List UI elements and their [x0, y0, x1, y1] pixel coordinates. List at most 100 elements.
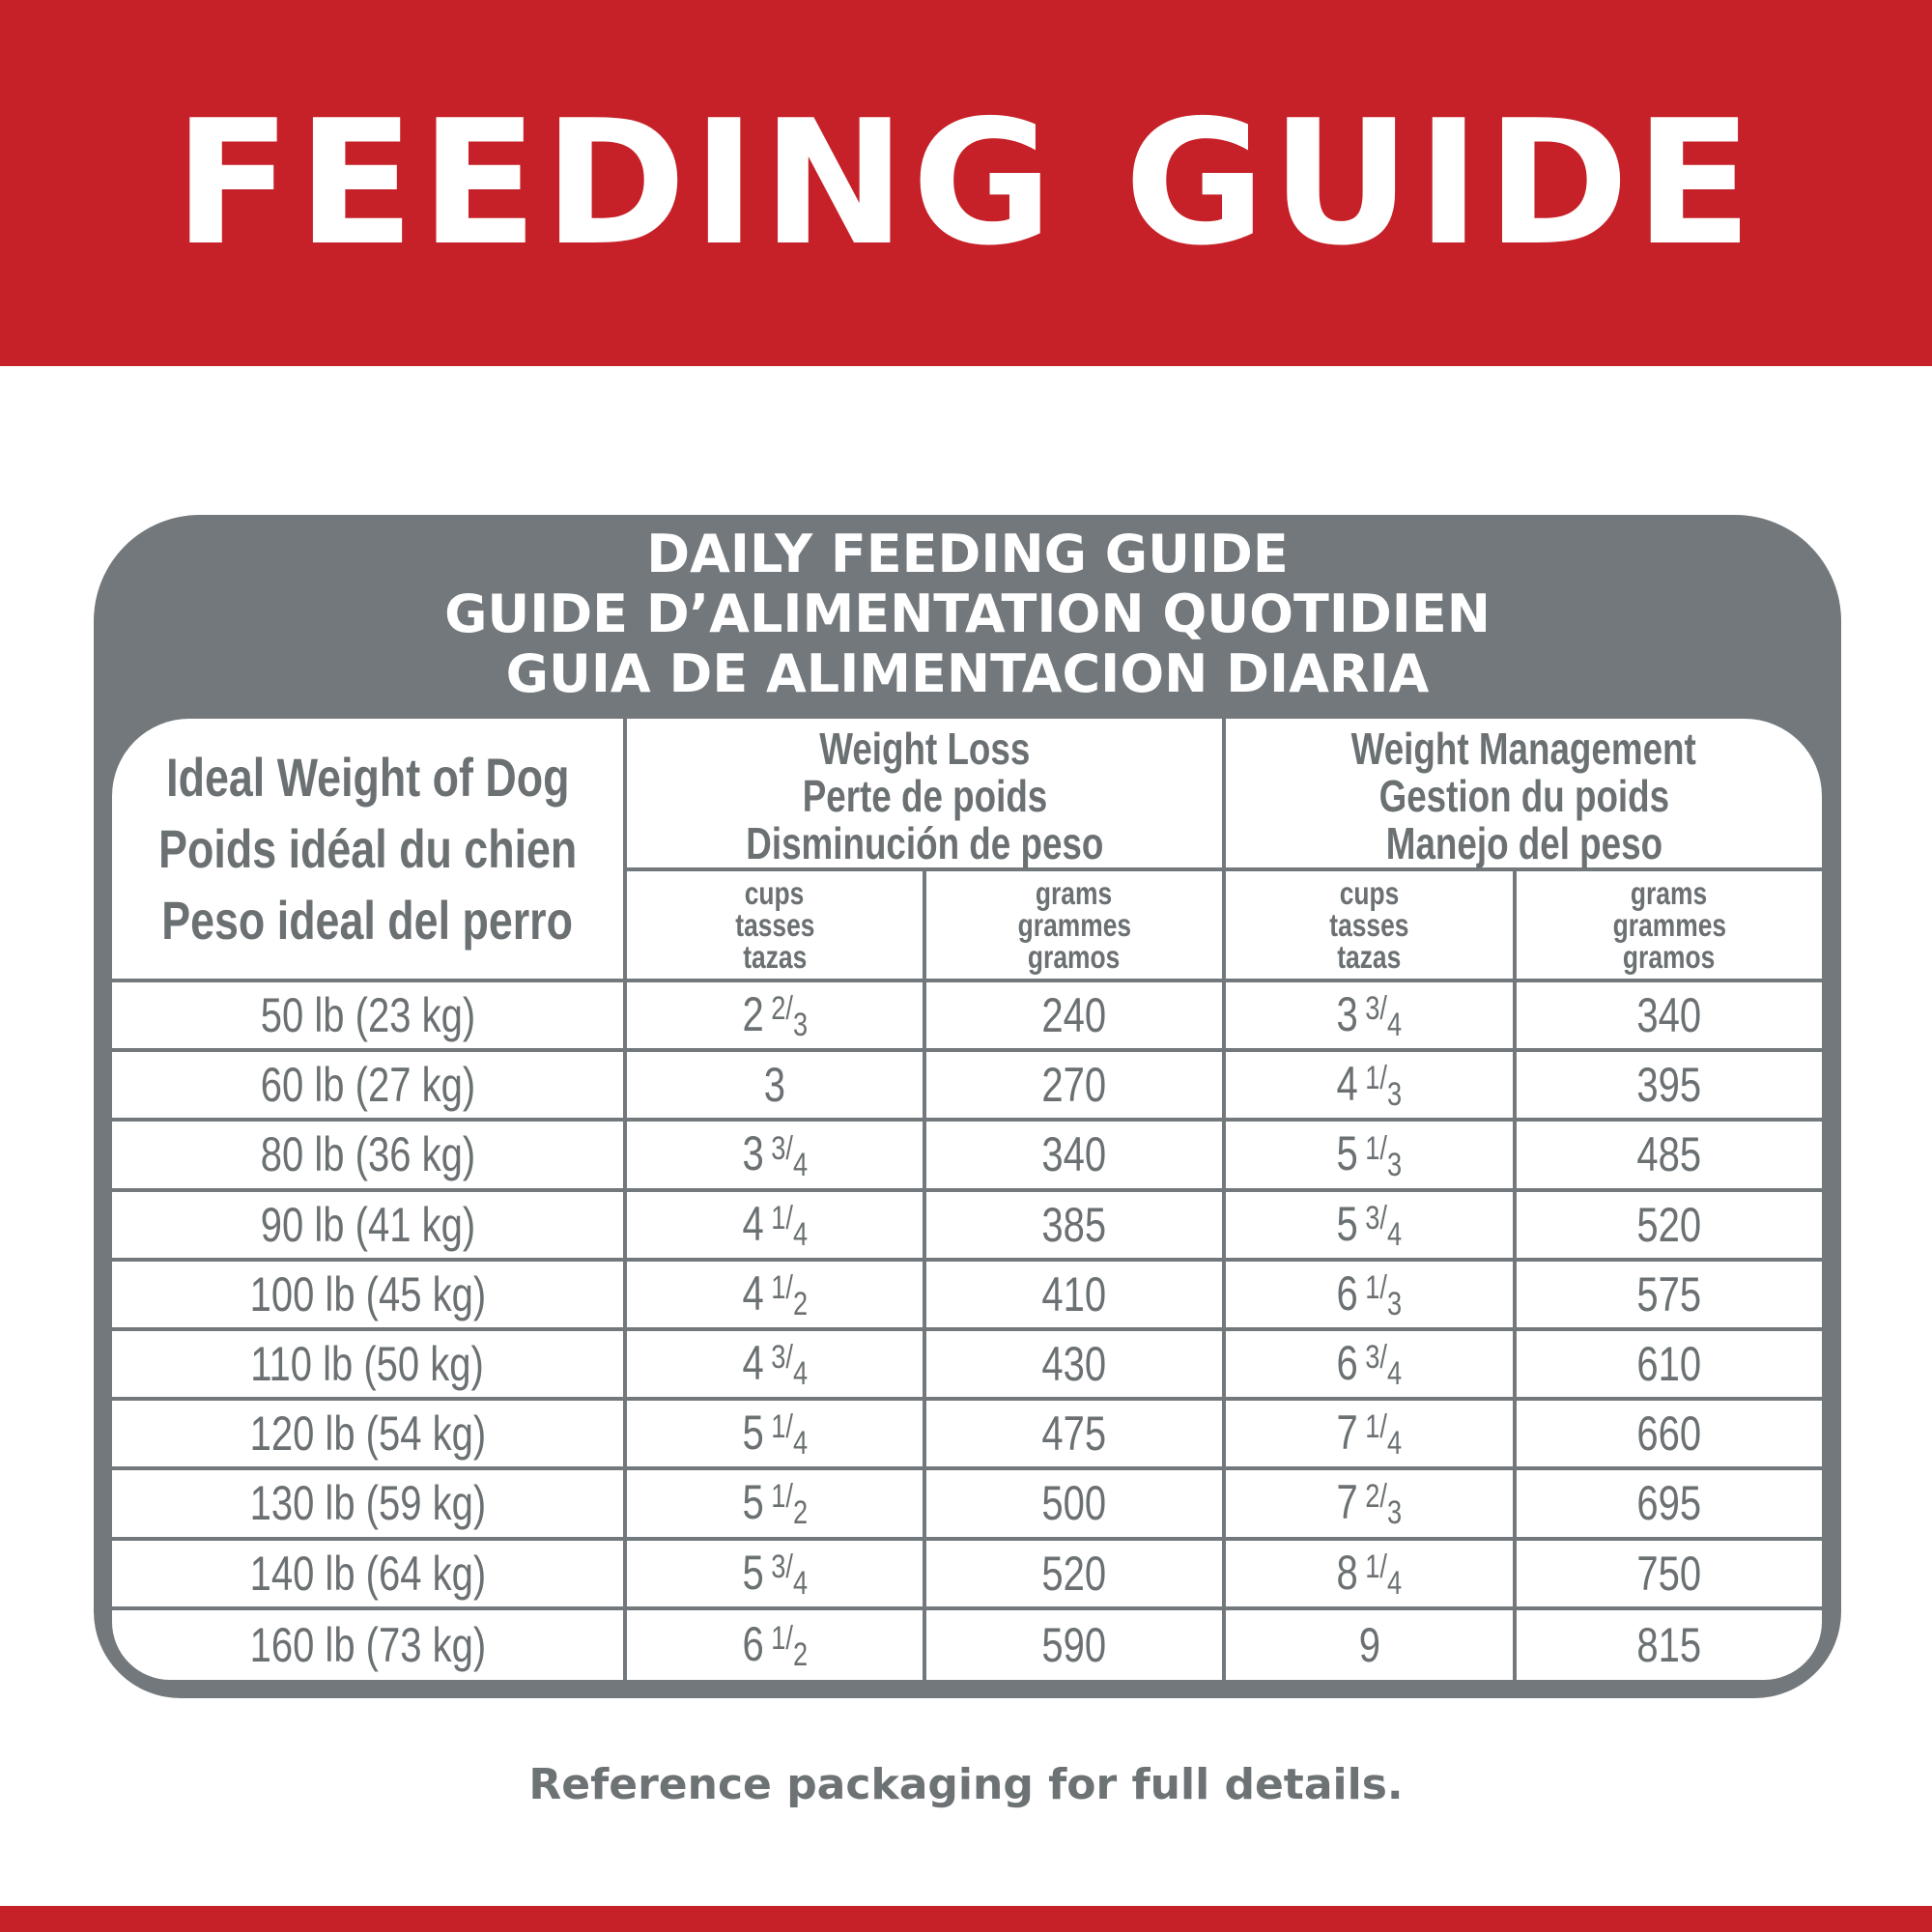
numerator: 1 — [1365, 1408, 1380, 1446]
fraction: 2/3 — [763, 990, 808, 1043]
fraction: 1/4 — [763, 1408, 808, 1462]
mgmt-cups-cell: 5 1/3 — [1226, 1122, 1517, 1192]
loss-grams-cell: 500 — [926, 1470, 1226, 1541]
fraction-slash: / — [1379, 990, 1388, 1028]
numerator: 3 — [770, 1129, 786, 1167]
weight-cell: 130 lb (59 kg) — [112, 1470, 627, 1541]
loss-cups-cell: 3 3/4 — [627, 1122, 926, 1192]
loss-cups-cell: 5 1/4 — [627, 1401, 926, 1471]
cell-value: 500 — [1041, 1476, 1107, 1531]
cups-value: 2 2/3 — [742, 986, 808, 1044]
cell-value: 340 — [1636, 988, 1702, 1043]
fraction: 3/4 — [763, 1548, 808, 1602]
mgmt-cups-unit-header: cups tasses tazas — [1226, 871, 1517, 982]
denominator: 3 — [1387, 1076, 1403, 1114]
whole-number: 4 — [742, 1335, 764, 1390]
denominator: 4 — [792, 1564, 808, 1602]
cups-value: 5 3/4 — [1337, 1196, 1403, 1254]
header-line: Weight Loss — [818, 723, 1031, 774]
fraction: 1/2 — [763, 1268, 808, 1322]
whole-number: 5 — [1336, 1196, 1358, 1251]
loss-cups-cell: 4 1/2 — [627, 1261, 926, 1331]
mgmt-grams-unit-header: grams grammes gramos — [1517, 871, 1822, 982]
loss-grams-unit-header: grams grammes gramos — [926, 871, 1226, 982]
fraction-slash: / — [1379, 1478, 1388, 1516]
mgmt-grams-cell: 750 — [1517, 1541, 1822, 1610]
cups-value: 5 1/2 — [742, 1474, 808, 1532]
whole-number: 7 — [1336, 1475, 1358, 1530]
cell-value: 385 — [1041, 1197, 1107, 1252]
numerator: 3 — [770, 1339, 786, 1377]
cell-value: 410 — [1041, 1266, 1107, 1321]
denominator: 4 — [1387, 1425, 1403, 1463]
cell-value: 750 — [1636, 1546, 1702, 1601]
cups-value: 3 3/4 — [1337, 986, 1403, 1044]
weight-loss-header: Weight Loss Perte de poids Disminución d… — [627, 719, 1226, 871]
whole-number: 5 — [1336, 1126, 1358, 1181]
fraction: 1/2 — [763, 1478, 808, 1531]
denominator: 3 — [792, 1007, 808, 1044]
header-line: Manejo del peso — [1385, 817, 1662, 868]
cell-value: 695 — [1636, 1476, 1702, 1531]
unit-label: gramos — [1028, 939, 1121, 975]
cell-value: 100 lb (45 kg) — [249, 1266, 486, 1321]
cell-value: 130 lb (59 kg) — [249, 1476, 486, 1531]
mgmt-cups-cell: 6 3/4 — [1226, 1330, 1517, 1402]
fraction-slash: / — [785, 1199, 793, 1236]
whole-number: 5 — [742, 1545, 764, 1600]
cell-value: 340 — [1041, 1127, 1107, 1182]
fraction: 1/3 — [1358, 1129, 1402, 1183]
panel-title-fr: GUIDE D’ALIMENTATION QUOTIDIEN — [444, 583, 1491, 644]
cell-value: 590 — [1041, 1617, 1107, 1672]
loss-cups-cell: 3 — [627, 1052, 926, 1122]
header-line: Perte de poids — [802, 770, 1047, 821]
unit-label: cups — [1339, 875, 1400, 911]
fraction-slash: / — [785, 1268, 793, 1306]
unit-label: cups — [745, 875, 805, 911]
bottom-red-strip — [0, 1906, 1932, 1932]
fraction-slash: / — [1379, 1339, 1388, 1377]
denominator: 4 — [792, 1355, 808, 1393]
feeding-table: Ideal Weight of Dog Poids idéal du chien… — [112, 719, 1822, 1680]
whole-number: 5 — [742, 1406, 764, 1461]
mgmt-cups-cell: 7 2/3 — [1226, 1470, 1517, 1541]
unit-label: grammes — [1612, 907, 1726, 943]
header-line: Poids idéal du chien — [157, 817, 578, 879]
loss-cups-cell: 5 1/2 — [627, 1470, 926, 1541]
feeding-guide-panel: DAILY FEEDING GUIDE GUIDE D’ALIMENTATION… — [94, 515, 1841, 1698]
header-line: Weight Management — [1350, 723, 1697, 774]
fraction-slash: / — [785, 1548, 793, 1585]
numerator: 3 — [1365, 990, 1380, 1028]
weight-cell: 140 lb (64 kg) — [112, 1540, 627, 1610]
cell-value: 90 lb (41 kg) — [260, 1197, 475, 1252]
fraction: 1/3 — [1358, 1268, 1402, 1322]
mgmt-grams-cell: 575 — [1517, 1262, 1822, 1331]
weight-management-header: Weight Management Gestion du poids Manej… — [1226, 719, 1822, 871]
loss-grams-cell: 520 — [926, 1540, 1226, 1610]
mgmt-cups-cell: 5 3/4 — [1226, 1191, 1517, 1262]
numerator: 1 — [1365, 1548, 1380, 1585]
mgmt-grams-cell: 660 — [1517, 1401, 1822, 1471]
fraction-slash: / — [1379, 1199, 1388, 1236]
cups-value: 6 1/2 — [742, 1616, 808, 1674]
fraction: 3/4 — [1358, 1199, 1402, 1253]
loss-cups-cell: 5 3/4 — [627, 1540, 926, 1610]
weight-cell: 90 lb (41 kg) — [112, 1191, 627, 1262]
whole-number: 7 — [1336, 1406, 1358, 1461]
denominator: 4 — [792, 1215, 808, 1253]
weight-cell: 60 lb (27 kg) — [112, 1052, 627, 1122]
fraction-slash: / — [1379, 1129, 1388, 1167]
whole-number: 3 — [763, 1058, 786, 1113]
fraction-slash: / — [1379, 1268, 1388, 1306]
whole-number: 9 — [1358, 1617, 1380, 1672]
panel-title-es: GUIA DE ALIMENTACION DIARIA — [505, 643, 1430, 704]
cups-value: 3 3/4 — [742, 1125, 808, 1183]
denominator: 3 — [1387, 1146, 1403, 1183]
denominator: 3 — [1387, 1285, 1403, 1322]
cups-value: 7 2/3 — [1337, 1474, 1403, 1532]
mgmt-grams-cell: 520 — [1517, 1192, 1822, 1262]
loss-cups-cell: 6 1/2 — [627, 1609, 926, 1680]
cell-value: 485 — [1636, 1127, 1702, 1182]
fraction: 1/4 — [1358, 1548, 1402, 1602]
cups-value: 4 1/4 — [742, 1196, 808, 1254]
